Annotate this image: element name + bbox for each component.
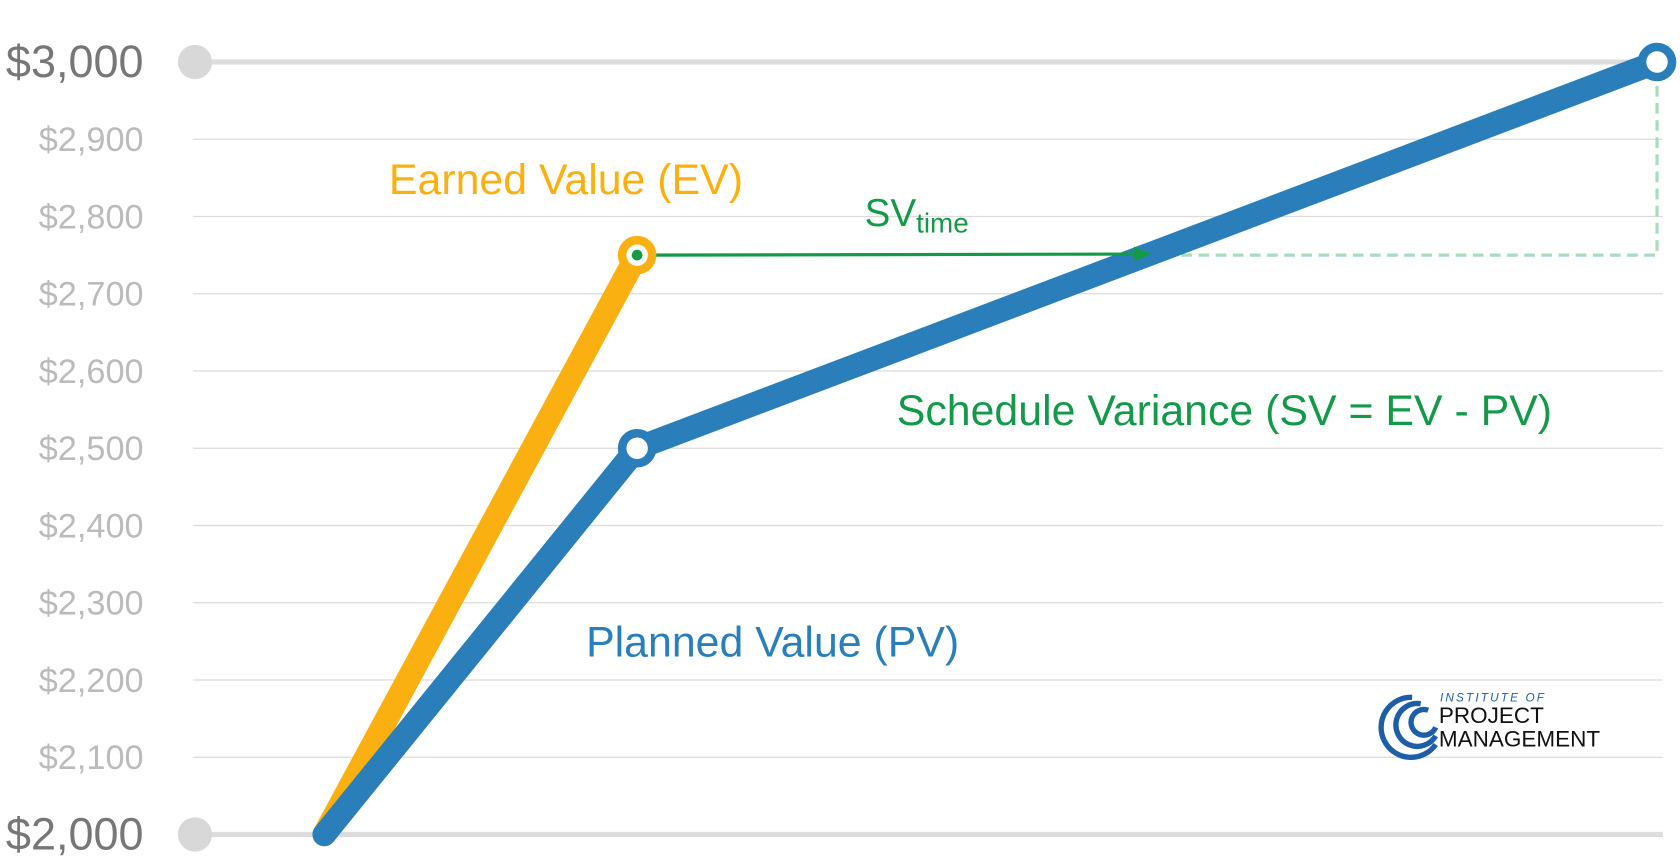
annotation: SVtime [865,192,969,238]
series-label: Planned Value (PV) [586,619,959,667]
logo: INSTITUTE OF PROJECT MANAGEMENT [1378,692,1601,760]
sv-arrow [637,252,1137,257]
logo-text: MANAGEMENT [1439,727,1601,752]
y-tick-label: $2,800 [39,198,144,236]
y-tick-label: $2,600 [39,353,144,391]
series-line [312,243,649,847]
y-tick-label: $2,400 [39,507,144,545]
logo-text: PROJECT [1439,703,1544,728]
logo-arc [1378,694,1438,760]
axis-dot [177,44,213,80]
point [1637,42,1677,82]
annotation: Schedule Variance (SV = EV - PV) [897,387,1552,435]
y-tick-label: $2,300 [39,585,144,623]
y-tick-label: $2,900 [39,121,144,159]
annotation-subscript: time [916,207,969,238]
y-tick-label: $3,000 [6,36,144,87]
y-tick-label: $2,100 [39,739,144,777]
y-tick-label: $2,200 [39,662,144,700]
sv-arrow-head [1134,246,1152,262]
plot: $2,000 $2,100 $2,200 $2,300 $2,400 $2,500 $2,6… [6,36,1677,859]
logo-text: INSTITUTE OF [1440,692,1546,705]
logo-arc [1393,700,1439,750]
annotation-main: SV [865,192,917,235]
y-tick-label: $2,700 [39,276,144,314]
axis-dot [177,817,213,852]
point [617,428,657,468]
series-label: Earned Value (EV) [389,156,743,204]
guide-line [1147,62,1659,257]
y-tick-label: $2,500 [39,430,144,468]
sv-start-dot [631,249,643,261]
y-tick-label: $2,000 [6,809,144,859]
logo-arc [1408,706,1439,738]
